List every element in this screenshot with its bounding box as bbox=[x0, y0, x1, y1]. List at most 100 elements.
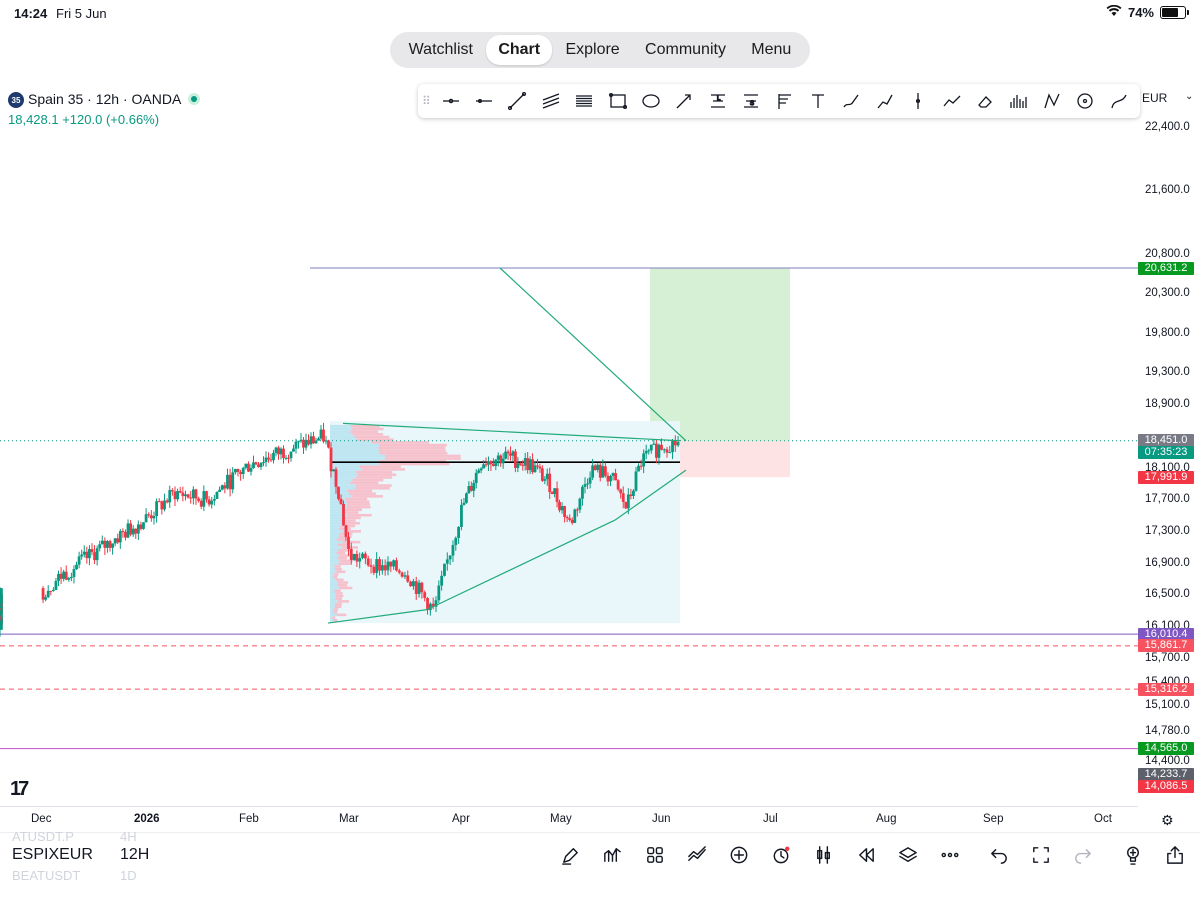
volume-profile-bar-up bbox=[330, 460, 379, 463]
candle-up bbox=[155, 501, 158, 517]
templates-icon[interactable] bbox=[641, 842, 669, 868]
redo-icon[interactable] bbox=[1069, 842, 1097, 868]
candle-down bbox=[426, 597, 429, 611]
horizontal-line-icon[interactable] bbox=[467, 86, 500, 116]
volume-profile-bar-down bbox=[333, 575, 338, 579]
arrow-icon[interactable] bbox=[668, 86, 701, 116]
eraser-icon[interactable] bbox=[968, 86, 1001, 116]
candle-down bbox=[322, 429, 325, 442]
bottom-interval-picker[interactable]: 12H bbox=[120, 846, 150, 863]
volume-profile-bar-up bbox=[330, 535, 340, 539]
pen-icon[interactable] bbox=[556, 842, 584, 868]
candle-down bbox=[619, 489, 623, 494]
price-tag: 14,565.0 bbox=[1138, 742, 1194, 756]
volume-profile-bar-up bbox=[330, 435, 355, 439]
price-tag: 15,861.7 bbox=[1138, 639, 1194, 653]
price-tag: 15,316.2 bbox=[1138, 682, 1194, 696]
candle-up bbox=[662, 449, 666, 451]
ghost-interval-next: 1D bbox=[120, 868, 137, 883]
horizontal-ray-icon[interactable] bbox=[434, 86, 467, 116]
volume-profile-bar-up bbox=[330, 554, 339, 557]
candle-down bbox=[312, 436, 315, 444]
candle-up bbox=[380, 565, 384, 571]
candle-down bbox=[531, 459, 534, 473]
nav-menu[interactable]: Menu bbox=[751, 41, 792, 58]
axis-settings-gear-icon[interactable]: ⚙ bbox=[1161, 812, 1174, 828]
pattern-icon[interactable] bbox=[1035, 86, 1068, 116]
indicators-icon[interactable] bbox=[598, 842, 626, 868]
idea-icon[interactable] bbox=[1119, 842, 1147, 868]
currency-selector[interactable]: EUR bbox=[1142, 91, 1168, 105]
candle-up bbox=[474, 472, 478, 483]
trend-line-icon[interactable] bbox=[501, 86, 534, 116]
circle-icon[interactable] bbox=[1068, 86, 1101, 116]
symbol-title[interactable]: Spain 35 · 12h · OANDA bbox=[28, 91, 182, 107]
volume-profile-bar-up bbox=[330, 503, 347, 506]
volume-profile-bar-down bbox=[334, 602, 342, 606]
price-chart[interactable] bbox=[0, 125, 1138, 805]
more-icon[interactable] bbox=[936, 842, 964, 868]
candle-down bbox=[614, 473, 617, 481]
parallel-channel-icon[interactable] bbox=[534, 86, 567, 116]
nav-chart[interactable]: Chart bbox=[486, 35, 553, 65]
volume-profile-bar-up bbox=[330, 446, 379, 450]
long-position-icon[interactable]: L bbox=[701, 86, 734, 116]
candle-up bbox=[220, 485, 224, 490]
candle-up bbox=[57, 573, 60, 581]
price-tag: 14,233.7 bbox=[1138, 768, 1194, 782]
time-tick-label: Feb bbox=[239, 813, 259, 825]
undo-icon[interactable] bbox=[985, 842, 1013, 868]
bottom-symbol-picker[interactable]: ESPIXEUR bbox=[12, 846, 93, 863]
candle-up bbox=[72, 569, 76, 577]
replay-icon[interactable] bbox=[852, 842, 880, 868]
candle-up bbox=[511, 451, 515, 456]
volume-profile-bar-down bbox=[339, 586, 353, 590]
candle-up bbox=[417, 582, 421, 594]
vertical-line-icon[interactable] bbox=[901, 86, 934, 116]
short-position-icon[interactable]: S bbox=[735, 86, 768, 116]
nav-explore[interactable]: Explore bbox=[565, 41, 620, 58]
volume-profile-bar-down bbox=[342, 540, 361, 544]
alert-icon[interactable] bbox=[767, 842, 795, 868]
rectangle-icon[interactable] bbox=[601, 86, 634, 116]
chevron-down-icon[interactable]: ⌄ bbox=[1185, 91, 1194, 102]
volume-profile-bar-up bbox=[330, 551, 337, 555]
nav-community[interactable]: Community bbox=[645, 41, 726, 58]
drag-handle-icon[interactable]: ⠿ bbox=[422, 94, 431, 108]
candle-down bbox=[160, 501, 164, 510]
candle-down bbox=[521, 464, 525, 466]
candle-down bbox=[173, 491, 177, 500]
layers-icon[interactable] bbox=[894, 842, 922, 868]
volume-profile-bar-down bbox=[335, 592, 343, 595]
fib-retracement-icon[interactable] bbox=[768, 86, 801, 116]
candle-down bbox=[194, 489, 198, 499]
candle-down bbox=[673, 440, 677, 446]
candle-up bbox=[54, 580, 58, 591]
candle-up bbox=[573, 509, 577, 523]
volume-profile-bar-down bbox=[350, 481, 379, 485]
volume-profile-bar-up bbox=[330, 427, 353, 431]
regression-channel-icon[interactable] bbox=[568, 86, 601, 116]
brush-icon[interactable] bbox=[835, 86, 868, 116]
compare-icon[interactable] bbox=[683, 842, 711, 868]
ellipse-icon[interactable] bbox=[634, 86, 667, 116]
ghost-interval-previous: 4H bbox=[120, 829, 137, 844]
candle-down bbox=[236, 468, 240, 472]
share-icon[interactable] bbox=[1161, 842, 1189, 868]
price-tag: 16,010.4 bbox=[1138, 627, 1194, 641]
volume-profile-bar-down bbox=[338, 562, 351, 565]
path-icon[interactable] bbox=[868, 86, 901, 116]
volume-profile-bar-up bbox=[330, 610, 334, 614]
volume-profile-bar-up bbox=[330, 486, 356, 490]
candle-up bbox=[403, 575, 407, 577]
nav-watchlist[interactable]: Watchlist bbox=[408, 41, 473, 58]
fullscreen-icon[interactable] bbox=[1027, 842, 1055, 868]
curve-icon[interactable] bbox=[1102, 86, 1135, 116]
candle-down bbox=[563, 506, 566, 517]
volume-profile-icon[interactable] bbox=[1002, 86, 1035, 116]
candle-up bbox=[0, 588, 3, 605]
polyline-icon[interactable] bbox=[935, 86, 968, 116]
text-icon[interactable] bbox=[801, 86, 834, 116]
bar-style-icon[interactable] bbox=[810, 842, 838, 868]
add-icon[interactable] bbox=[725, 842, 753, 868]
